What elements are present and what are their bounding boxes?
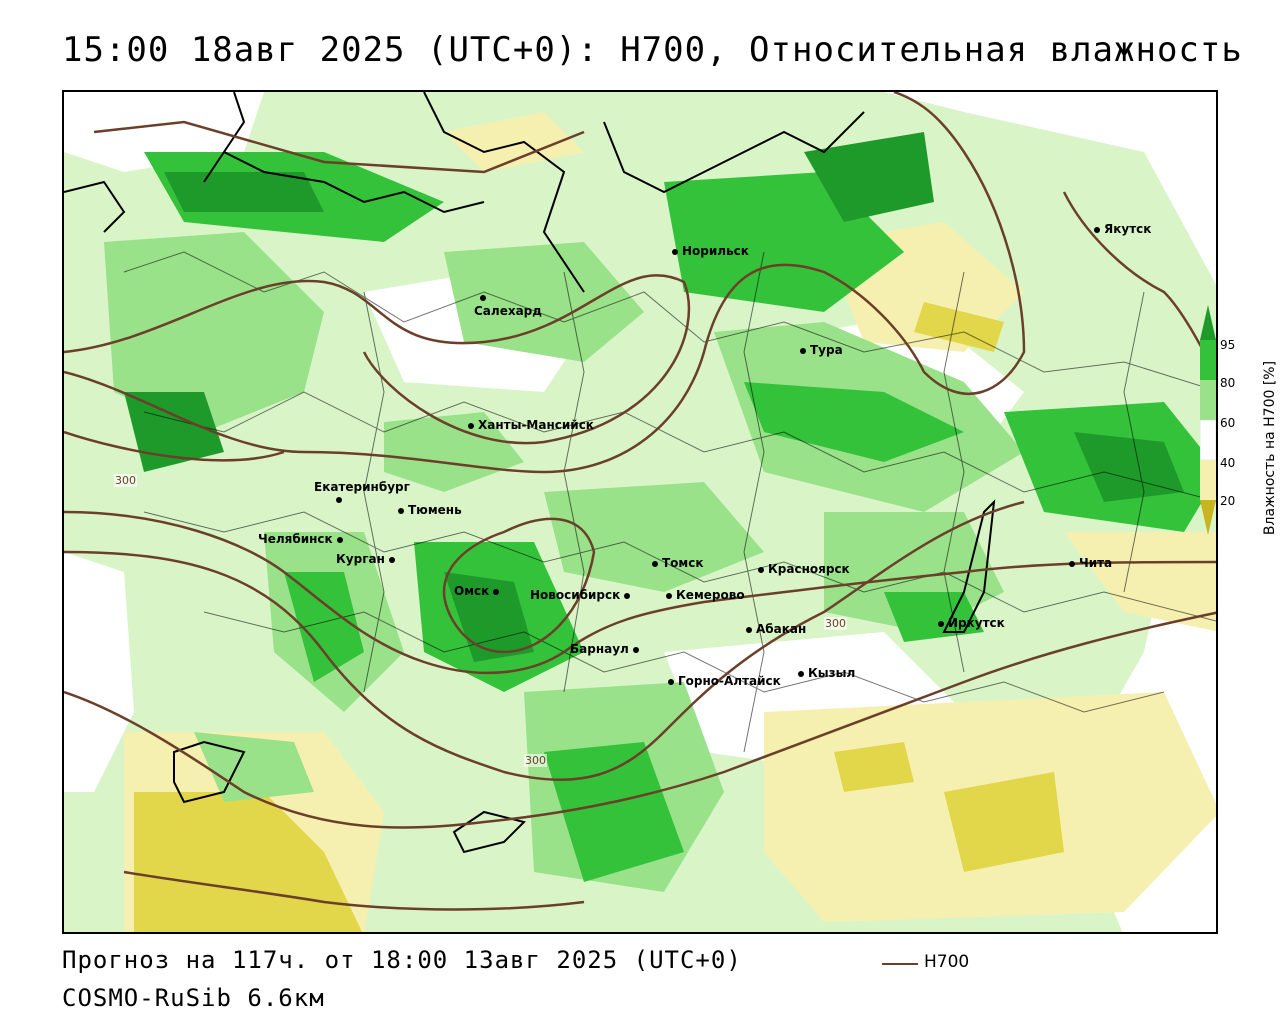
city-dot [480, 294, 486, 301]
humidity-map: 300 300 300 Якутск Норильск Салехард Тур… [62, 90, 1218, 934]
city-dot [938, 620, 944, 627]
map-title: 15:00 18авг 2025 (UTC+0): H700, Относите… [62, 30, 1243, 70]
city-marker: Якутск [1094, 222, 1151, 236]
city-dot [668, 678, 674, 685]
map-canvas [64, 92, 1216, 932]
contour-label: 300 [114, 474, 137, 487]
model-name: COSMO-RuSib 6.6км [62, 984, 325, 1012]
city-dot [1094, 226, 1100, 233]
city-dot [468, 422, 474, 429]
city-label: Томск [662, 556, 704, 570]
city-label: Кызыл [808, 666, 856, 680]
city-marker: Горно-Алтайск [668, 674, 781, 688]
city-marker: Екатеринбург [314, 480, 410, 494]
city-dot [1069, 560, 1075, 567]
h700-legend-label: H700 [924, 952, 970, 972]
city-label: Курган [336, 552, 385, 566]
city-dot [632, 646, 639, 653]
city-label: Норильск [682, 244, 749, 258]
city-label: Новосибирск [530, 588, 621, 602]
city-dot [746, 626, 752, 633]
colorbar-title: Влажность на H700 [%] [1258, 312, 1278, 592]
colorbar-tick: 20 [1220, 494, 1236, 508]
city-dot [493, 588, 500, 595]
city-marker: Тюмень [398, 503, 462, 517]
city-label: Горно-Алтайск [678, 674, 781, 688]
city-label: Иркутск [948, 616, 1005, 630]
city-dot [672, 248, 678, 255]
city-label: Красноярск [768, 562, 850, 576]
h700-legend-line [882, 963, 918, 965]
city-label: Кемерово [676, 588, 745, 602]
city-marker: Абакан [746, 622, 806, 636]
colorbar-tick: 95 [1220, 338, 1236, 352]
city-marker: Ханты-Мансийск [468, 418, 594, 432]
city-marker: Кызыл [798, 666, 855, 680]
city-marker: Барнаул [570, 642, 643, 656]
city-marker: Томск [652, 556, 704, 570]
city-marker: Тура [800, 343, 843, 357]
city-dot [798, 670, 804, 677]
city-label: Абакан [756, 622, 807, 636]
city-label: Салехард [474, 304, 542, 318]
city-dot [398, 507, 404, 514]
city-marker: Новосибирск [530, 588, 634, 602]
city-dot [666, 592, 672, 599]
city-marker: Кемерово [666, 588, 745, 602]
city-label: Тюмень [408, 503, 462, 517]
city-label: Тура [810, 343, 843, 357]
city-dot [336, 496, 342, 503]
colorbar [1200, 305, 1216, 535]
city-marker: Норильск [672, 244, 749, 258]
city-marker [480, 290, 490, 304]
city-marker: Чита [1069, 556, 1112, 570]
city-dot [388, 556, 395, 563]
city-marker: Иркутск [938, 616, 1005, 630]
city-label: Челябинск [258, 532, 333, 546]
colorbar-tick: 60 [1220, 416, 1236, 430]
city-marker [336, 492, 346, 506]
colorbar-title-text: Влажность на H700 [%] [1262, 360, 1278, 536]
contour-label: 300 [524, 754, 547, 767]
colorbar-tick: 80 [1220, 376, 1236, 390]
city-label: Омск [454, 584, 490, 598]
city-dot [758, 566, 764, 573]
forecast-info: Прогноз на 117ч. от 18:00 13авг 2025 (UT… [62, 946, 742, 974]
colorbar-tick: 40 [1220, 456, 1236, 470]
city-label: Екатеринбург [314, 480, 410, 494]
city-marker: Курган [336, 552, 399, 566]
city-marker: Красноярск [758, 562, 850, 576]
contour-label: 300 [824, 617, 847, 630]
city-dot [336, 536, 343, 543]
city-marker: Омск [454, 584, 503, 598]
city-label: Ханты-Мансийск [478, 418, 594, 432]
city-marker: Салехард [474, 304, 542, 318]
city-label: Барнаул [570, 642, 629, 656]
city-label: Якутск [1104, 222, 1152, 236]
city-label: Чита [1079, 556, 1113, 570]
city-dot [652, 560, 658, 567]
city-dot [624, 592, 631, 599]
city-dot [800, 347, 806, 354]
city-marker: Челябинск [258, 532, 347, 546]
